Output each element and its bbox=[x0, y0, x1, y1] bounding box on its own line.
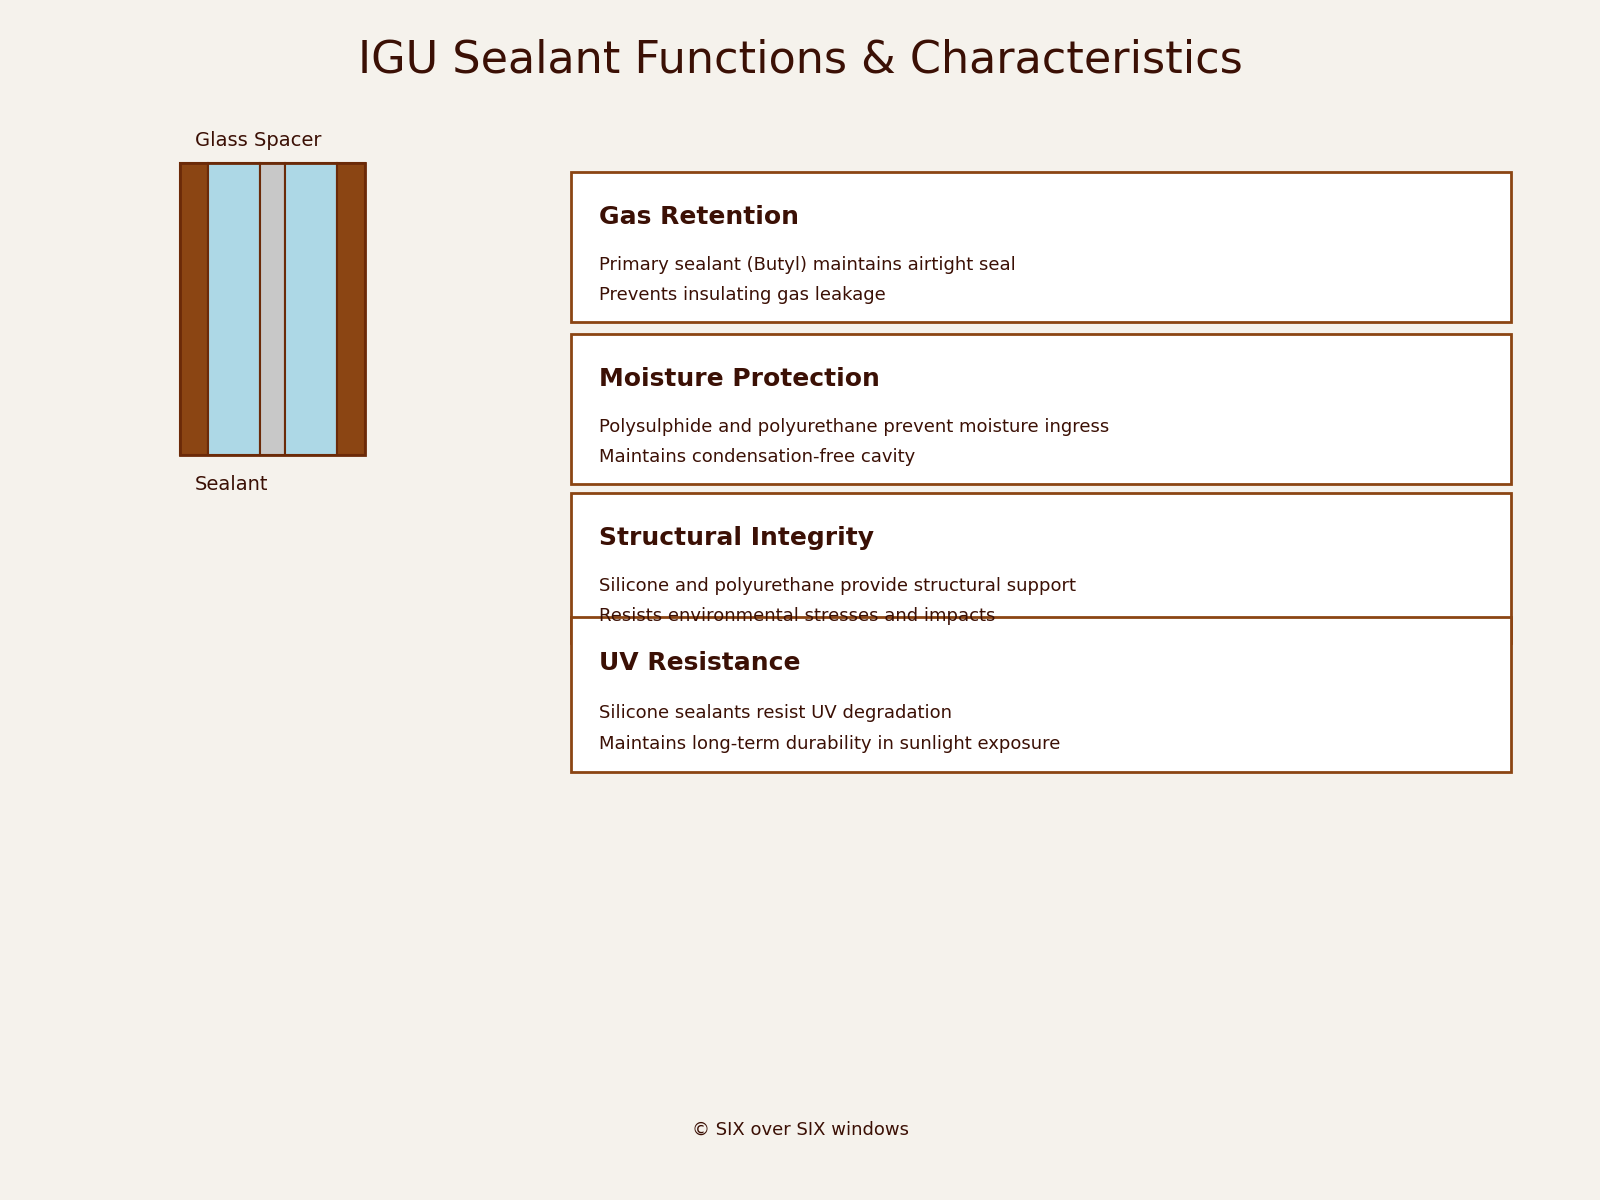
Bar bbox=[571, 493, 1510, 643]
Text: Prevents insulating gas leakage: Prevents insulating gas leakage bbox=[598, 286, 886, 304]
Text: UV Resistance: UV Resistance bbox=[598, 652, 800, 676]
Text: Polysulphide and polyurethane prevent moisture ingress: Polysulphide and polyurethane prevent mo… bbox=[598, 418, 1109, 436]
Text: Maintains condensation-free cavity: Maintains condensation-free cavity bbox=[598, 448, 915, 466]
Text: © SIX over SIX windows: © SIX over SIX windows bbox=[691, 1121, 909, 1139]
Bar bbox=[338, 163, 365, 455]
Text: Sealant: Sealant bbox=[195, 475, 269, 494]
Text: Structural Integrity: Structural Integrity bbox=[598, 526, 874, 550]
Bar bbox=[285, 163, 338, 455]
Bar bbox=[179, 163, 365, 455]
Text: Silicone sealants resist UV degradation: Silicone sealants resist UV degradation bbox=[598, 703, 952, 721]
Text: IGU Sealant Functions & Characteristics: IGU Sealant Functions & Characteristics bbox=[358, 38, 1242, 82]
Text: Primary sealant (Butyl) maintains airtight seal: Primary sealant (Butyl) maintains airtig… bbox=[598, 256, 1016, 274]
Text: Maintains long-term durability in sunlight exposure: Maintains long-term durability in sunlig… bbox=[598, 734, 1061, 752]
Bar bbox=[259, 163, 285, 455]
Bar bbox=[179, 163, 208, 455]
Text: Silicone and polyurethane provide structural support: Silicone and polyurethane provide struct… bbox=[598, 577, 1075, 595]
Bar bbox=[571, 334, 1510, 484]
Bar bbox=[571, 172, 1510, 322]
Text: Glass Spacer: Glass Spacer bbox=[195, 132, 322, 150]
Text: Gas Retention: Gas Retention bbox=[598, 204, 798, 228]
Bar bbox=[208, 163, 259, 455]
Text: Resists environmental stresses and impacts: Resists environmental stresses and impac… bbox=[598, 607, 995, 625]
Bar bbox=[571, 617, 1510, 772]
Text: Moisture Protection: Moisture Protection bbox=[598, 366, 880, 390]
